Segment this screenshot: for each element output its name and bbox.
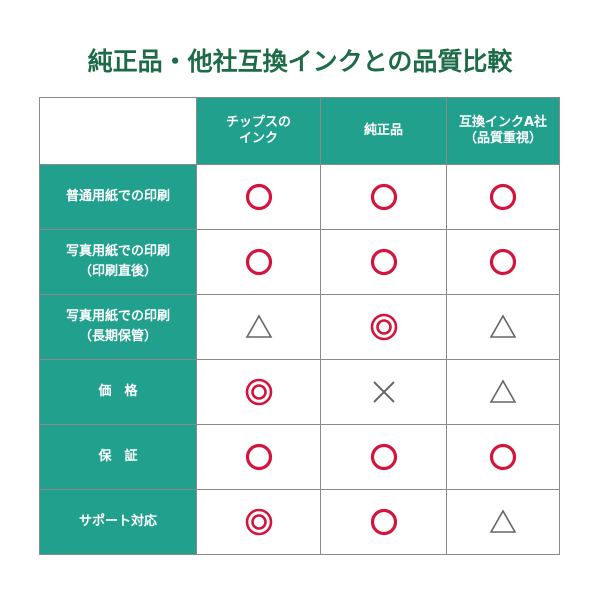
rating-cell [446, 489, 560, 555]
double-circle-icon [370, 313, 397, 341]
rating-cell [196, 359, 321, 425]
rating-cell [446, 229, 560, 295]
rating-cell [446, 424, 560, 490]
row-header: 普通用紙での印刷 [39, 164, 197, 230]
double-circle-icon [245, 378, 272, 406]
table-row: 価 格 [39, 359, 560, 425]
rating-cell [320, 424, 447, 490]
row-header: 写真用紙での印刷 （長期保管） [39, 294, 197, 360]
column-header: 互換インクA社 （品質重視） [446, 97, 560, 165]
circle-icon [245, 443, 272, 471]
rating-cell [446, 359, 560, 425]
circle-icon [489, 443, 517, 471]
table-row: 写真用紙での印刷 （長期保管） [39, 294, 560, 360]
circle-icon [370, 183, 397, 211]
column-header-label: 純正品 [363, 123, 403, 138]
comparison-table: チップスの インク 純正品 互換インクA社 （品質重視） 普通用紙での印刷 写真用… [39, 97, 560, 555]
column-header: チップスの インク [196, 97, 321, 165]
table-row: 普通用紙での印刷 [39, 164, 560, 230]
circle-icon [489, 183, 517, 211]
column-header: 純正品 [320, 97, 447, 165]
circle-icon [245, 183, 272, 211]
rating-cell [196, 424, 321, 490]
row-header: 価 格 [39, 359, 197, 425]
rating-cell [196, 489, 321, 555]
rating-cell [320, 359, 447, 425]
cross-icon [372, 381, 395, 403]
table-row: 保 証 [39, 424, 560, 490]
column-header-label: 互換インクA社 （品質重視） [458, 115, 548, 146]
circle-icon [245, 248, 272, 276]
rating-cell [196, 294, 321, 360]
rating-cell [320, 294, 447, 360]
triangle-icon [489, 314, 517, 338]
rating-cell [196, 164, 321, 230]
rating-cell [446, 294, 560, 360]
circle-icon [370, 248, 397, 276]
rating-cell [320, 164, 447, 230]
triangle-icon [489, 509, 517, 533]
rating-cell [446, 164, 560, 230]
table-row: 写真用紙での印刷 （印刷直後） [39, 229, 560, 295]
row-header: 写真用紙での印刷 （印刷直後） [39, 229, 197, 295]
triangle-icon [245, 314, 272, 338]
double-circle-icon [245, 508, 272, 536]
circle-icon [370, 443, 397, 471]
circle-icon [489, 248, 517, 276]
rating-cell [320, 229, 447, 295]
row-header: サポート対応 [39, 489, 197, 555]
page-title: 純正品・他社互換インクとの品質比較 [87, 47, 513, 76]
triangle-icon [489, 379, 517, 403]
table-row: サポート対応 [39, 489, 560, 555]
row-header: 保 証 [39, 424, 197, 490]
rating-cell [320, 489, 447, 555]
corner-cell [39, 97, 197, 165]
rating-cell [196, 229, 321, 295]
column-header-label: チップスの インク [225, 115, 291, 146]
circle-icon [370, 508, 397, 536]
table-header-row: チップスの インク 純正品 互換インクA社 （品質重視） [39, 97, 560, 165]
